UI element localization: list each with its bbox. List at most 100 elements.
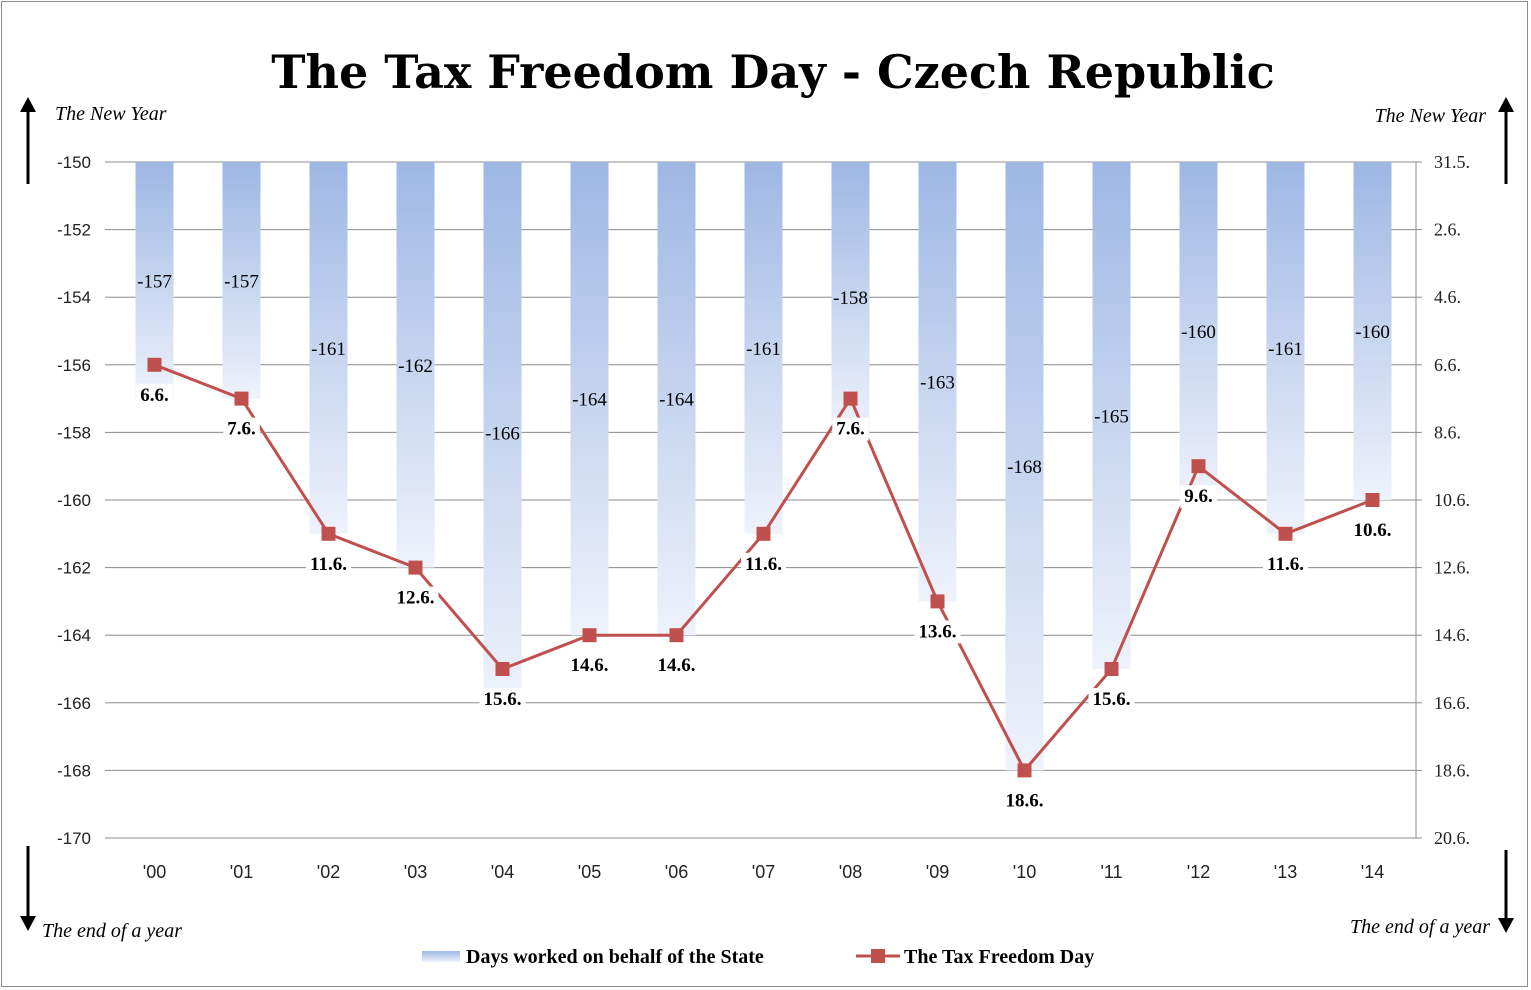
top-left-annotation: The New Year	[20, 97, 167, 184]
line-label-background	[1349, 519, 1396, 542]
category-label: '00	[143, 862, 166, 882]
line-point	[234, 391, 249, 406]
down-arrowhead-icon	[20, 916, 36, 931]
line-label-background	[566, 654, 613, 678]
bar	[831, 162, 870, 433]
bar-data-label: -161	[311, 339, 346, 360]
bar	[1266, 162, 1305, 534]
line-label-background	[223, 417, 260, 441]
bottom-right-annotation: The end of a year	[1350, 850, 1514, 938]
line-label-background	[1001, 789, 1048, 813]
line-data-label: 14.6.	[571, 655, 609, 676]
line-label-background	[1088, 688, 1135, 711]
line-label-background	[479, 688, 526, 711]
category-label: '06	[665, 862, 688, 882]
category-label: '11	[1100, 862, 1122, 882]
line-data-label: 15.6.	[1093, 689, 1131, 710]
line-point	[843, 391, 858, 406]
left-tick-label: -154	[57, 288, 91, 307]
line-data-label: 18.6.	[1006, 790, 1044, 811]
line-data-label: 11.6.	[1267, 554, 1304, 575]
right-tick-label: 2.6.	[1434, 220, 1461, 240]
right-tick-label: 8.6.	[1434, 422, 1461, 442]
axes: -150 31.5. -152 2.6. -154 4.6. -156 6.6. -158 8.6…	[57, 152, 1470, 882]
line-labels: 6.6. 7.6. 11.6. 12.6. 15.6. 14.6. 14.6. 11.6. 7.…	[136, 383, 1396, 813]
category-label: '02	[317, 862, 340, 882]
category-label: '07	[752, 862, 775, 882]
bar-data-label: -157	[137, 271, 172, 292]
category-label: '01	[230, 862, 253, 882]
line-data-label: 14.6.	[658, 655, 696, 676]
line-data-label: 9.6.	[1184, 486, 1213, 507]
line-data-label: 11.6.	[310, 554, 347, 575]
bottom-right-label: The end of a year	[1350, 916, 1490, 938]
line-point	[756, 526, 771, 541]
right-tick-label: 14.6.	[1434, 625, 1470, 645]
right-tick-label: 6.6.	[1434, 355, 1461, 375]
chart-title: The Tax Freedom Day - Czech Republic	[271, 45, 1274, 99]
up-arrowhead-icon	[1498, 97, 1514, 112]
bar-data-label: -161	[1268, 339, 1303, 360]
right-tick-label: 31.5.	[1434, 152, 1470, 172]
bar-data-label: -158	[833, 288, 868, 309]
up-arrowhead-icon	[20, 97, 36, 112]
line-series	[147, 357, 1380, 778]
line-point	[930, 594, 945, 609]
legend-bar-swatch	[422, 951, 460, 962]
left-tick-label: -158	[57, 423, 91, 442]
right-tick-label: 4.6.	[1434, 287, 1461, 307]
category-label: '05	[578, 862, 601, 882]
line-data-label: 15.6.	[484, 689, 522, 710]
left-tick-label: -152	[57, 221, 91, 240]
right-tick-label: 12.6.	[1434, 558, 1470, 578]
line-label-background	[914, 620, 961, 644]
line-point	[321, 526, 336, 541]
line-point	[1017, 763, 1032, 778]
bar-data-label: -164	[659, 390, 694, 411]
line-data-label: 11.6.	[745, 554, 782, 575]
bar-series	[135, 162, 1392, 771]
left-tick-label: -170	[57, 829, 91, 848]
bar-labels: -157 -157 -161 -162 -166 -164 -164 -161 -158 -163…	[137, 271, 1390, 478]
line-data-label: 12.6.	[397, 588, 435, 609]
bar-data-label: -161	[746, 339, 781, 360]
bar-data-label: -165	[1094, 407, 1129, 428]
line-label-background	[1180, 485, 1217, 509]
line-label-background	[392, 586, 439, 610]
line-point	[495, 662, 510, 676]
bar-data-label: -163	[920, 373, 955, 394]
right-tick-label: 20.6.	[1434, 828, 1470, 848]
bar-data-label: -157	[224, 271, 259, 292]
bar	[1092, 162, 1131, 669]
left-tick-label: -168	[57, 761, 91, 780]
line-point	[1365, 493, 1380, 507]
legend-line-label: The Tax Freedom Day	[904, 946, 1094, 968]
legend-bar-label: Days worked on behalf of the State	[466, 946, 764, 968]
line-point	[147, 357, 162, 372]
bar	[1353, 162, 1392, 500]
line-data-label: 7.6.	[227, 419, 256, 440]
line-point	[582, 628, 597, 643]
line-point	[1191, 459, 1206, 474]
left-tick-label: -160	[57, 491, 91, 510]
category-label: '12	[1187, 862, 1210, 882]
legend-line-marker	[871, 949, 885, 963]
left-tick-label: -166	[57, 694, 91, 713]
left-tick-label: -156	[57, 356, 91, 375]
left-tick-label: -164	[57, 626, 91, 645]
bottom-left-label: The end of a year	[42, 920, 182, 942]
line-data-label: 6.6.	[140, 385, 169, 406]
top-right-annotation: The New Year	[1374, 97, 1514, 184]
category-label: '04	[491, 862, 514, 882]
bar	[309, 162, 348, 534]
bar	[570, 162, 609, 636]
bar-data-label: -162	[398, 356, 433, 377]
category-label: '10	[1013, 862, 1036, 882]
bar	[744, 162, 783, 534]
right-tick-label: 18.6.	[1434, 760, 1470, 780]
bar-data-label: -160	[1355, 322, 1390, 343]
line-label-background	[136, 383, 173, 407]
category-label: '03	[404, 862, 427, 882]
legend: Days worked on behalf of the State The T…	[422, 946, 1094, 968]
